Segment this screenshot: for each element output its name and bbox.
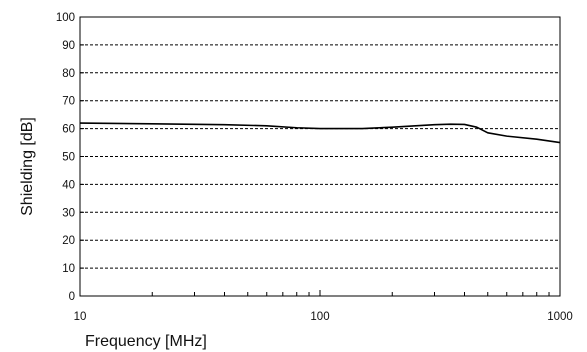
y-tick-label-60: 60 [62, 124, 75, 136]
y-tick-label-20: 20 [62, 235, 75, 247]
series-line-shielding [79, 122, 561, 144]
y-tick-labels: 0 10 20 30 40 50 60 70 80 90 100 [56, 12, 75, 303]
y-tick-label-70: 70 [62, 96, 75, 108]
y-tick-label-10: 10 [62, 263, 75, 275]
y-tick-label-40: 40 [62, 179, 75, 191]
y-tick-label-0: 0 [69, 291, 75, 303]
x-tick-label-100: 100 [310, 311, 329, 323]
y-axis-title: Shielding [dB] [19, 117, 36, 216]
y-tick-label-100: 100 [56, 12, 75, 24]
x-tick-labels: 10 100 1000 [74, 311, 573, 323]
y-tick-label-90: 90 [62, 40, 75, 52]
y-tick-label-50: 50 [62, 152, 75, 164]
y-tick-label-80: 80 [62, 68, 75, 80]
x-tick-label-1000: 1000 [547, 311, 573, 323]
x-tick-label-10: 10 [74, 311, 87, 323]
grid-lines [80, 44, 560, 269]
plot-frame [79, 16, 561, 297]
y-tick-label-30: 30 [62, 207, 75, 219]
x-axis-title: Frequency [MHz] [85, 333, 207, 350]
